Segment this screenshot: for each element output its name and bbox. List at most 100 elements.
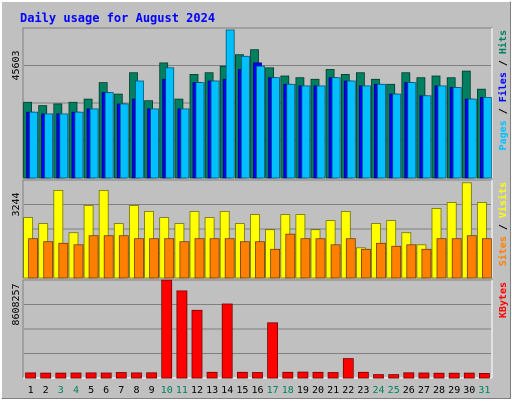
bar-sites-day-22 bbox=[345, 238, 356, 279]
bar-kbytes-day-16 bbox=[252, 372, 263, 379]
x-tick-label: 29 bbox=[448, 385, 460, 396]
bar-sites-day-12 bbox=[194, 238, 205, 279]
x-tick-label: 1 bbox=[28, 385, 34, 396]
bar-sites-day-15 bbox=[239, 241, 250, 279]
bar-sites-day-2 bbox=[43, 241, 54, 279]
bar-sites-day-26 bbox=[406, 244, 417, 279]
legend-visits-0: Sites bbox=[497, 236, 509, 266]
bar-kbytes-day-7 bbox=[115, 372, 127, 379]
bar-sites-day-11 bbox=[179, 241, 190, 279]
x-tick-label: 10 bbox=[161, 385, 173, 396]
bar-sites-day-18 bbox=[285, 233, 296, 279]
bar-kbytes-day-28 bbox=[433, 372, 445, 379]
panel-kbytes-legend: KBytes bbox=[498, 282, 509, 318]
legend-hits-3: / bbox=[498, 54, 509, 72]
bar-sites-day-7 bbox=[118, 235, 129, 279]
bar-pages-day-18 bbox=[286, 83, 296, 179]
chart-title: Daily usage for August 2024 bbox=[20, 11, 215, 25]
x-tick-label: 17 bbox=[267, 385, 279, 396]
x-tick-label: 4 bbox=[73, 385, 79, 396]
x-tick-label: 28 bbox=[433, 385, 445, 396]
legend-hits-1: / bbox=[498, 102, 509, 120]
bar-pages-day-31 bbox=[482, 97, 492, 179]
x-tick-label: 19 bbox=[297, 385, 309, 396]
bar-kbytes-day-13 bbox=[206, 371, 218, 379]
x-tick-label: 6 bbox=[103, 385, 109, 396]
bar-visits-day-3 bbox=[53, 189, 64, 279]
x-tick-label: 23 bbox=[357, 385, 369, 396]
bar-sites-day-1 bbox=[28, 238, 39, 279]
bar-sites-day-31 bbox=[481, 238, 492, 279]
bar-pages-day-4 bbox=[74, 111, 84, 179]
x-tick-label: 22 bbox=[342, 385, 354, 396]
bar-pages-day-19 bbox=[301, 85, 311, 179]
x-axis-labels: 1 2 3 4 5 6 7 8 9 10 11 12 13 14 15 16 17 18 19 20 21 22 23 24 2… bbox=[28, 385, 491, 396]
x-tick-label: 8 bbox=[133, 385, 139, 396]
bar-sites-day-24 bbox=[376, 242, 386, 279]
x-tick-label: 21 bbox=[327, 385, 339, 396]
legend-hits-4: Hits bbox=[497, 30, 509, 54]
x-tick-label: 27 bbox=[418, 385, 430, 396]
bar-pages-day-22 bbox=[346, 80, 356, 179]
bar-kbytes-day-18 bbox=[282, 371, 294, 379]
bar-pages-day-27 bbox=[422, 95, 432, 179]
bar-kbytes-day-23 bbox=[357, 371, 369, 379]
panel-kbytes: 8608257 KBytes bbox=[11, 279, 509, 379]
bar-pages-day-23 bbox=[361, 85, 371, 179]
bar-kbytes-day-31 bbox=[478, 372, 490, 379]
bar-pages-day-7 bbox=[119, 103, 129, 179]
bar-sites-day-25 bbox=[391, 245, 402, 279]
x-tick-label: 13 bbox=[206, 385, 218, 396]
bar-kbytes-day-27 bbox=[418, 372, 430, 379]
bar-kbytes-day-2 bbox=[40, 372, 52, 379]
usage-chart: Daily usage for August 2024 45603 Pages /… bbox=[11, 11, 509, 396]
bar-visits-day-30 bbox=[461, 182, 472, 279]
x-tick-label: 25 bbox=[388, 385, 400, 396]
bar-sites-day-21 bbox=[330, 244, 341, 279]
bar-kbytes-day-30 bbox=[463, 372, 475, 379]
bar-sites-day-6 bbox=[103, 235, 114, 279]
x-tick-label: 24 bbox=[372, 385, 384, 396]
bar-pages-day-16 bbox=[256, 65, 265, 179]
panel-visits: 3244 Sites / Visits bbox=[11, 179, 509, 279]
bar-pages-day-8 bbox=[135, 80, 144, 179]
bar-pages-day-10 bbox=[165, 67, 175, 179]
bar-kbytes-day-5 bbox=[85, 372, 97, 379]
bar-sites-day-4 bbox=[73, 244, 84, 279]
bar-sites-day-5 bbox=[88, 235, 99, 279]
bar-sites-day-14 bbox=[224, 238, 235, 279]
bar-sites-day-27 bbox=[421, 248, 432, 279]
legend-hits-2: Files bbox=[497, 72, 509, 102]
chart-panels: 45603 Pages / Files / Hits 3244 Sites / Vis… bbox=[11, 27, 509, 379]
bar-pages-day-28 bbox=[437, 85, 447, 179]
bar-kbytes-day-22 bbox=[342, 358, 354, 379]
bar-kbytes-day-19 bbox=[297, 371, 309, 379]
bar-kbytes-day-25 bbox=[388, 374, 400, 379]
legend-kbytes-0: KBytes bbox=[498, 282, 509, 318]
bar-sites-day-9 bbox=[149, 238, 160, 279]
bar-sites-day-19 bbox=[300, 238, 311, 279]
bar-pages-day-15 bbox=[240, 55, 250, 179]
bar-sites-day-13 bbox=[209, 238, 220, 279]
bar-pages-day-29 bbox=[452, 87, 462, 179]
bar-pages-day-2 bbox=[44, 113, 54, 179]
panel-hits-max-label: 45603 bbox=[11, 50, 22, 80]
bar-kbytes-day-8 bbox=[131, 372, 142, 379]
x-tick-label: 18 bbox=[282, 385, 294, 396]
bar-kbytes-day-17 bbox=[267, 322, 279, 379]
bar-pages-day-11 bbox=[180, 108, 190, 179]
bar-sites-day-17 bbox=[270, 248, 281, 279]
bar-kbytes-day-10 bbox=[161, 279, 173, 379]
bar-pages-day-9 bbox=[150, 108, 160, 179]
bar-kbytes-day-4 bbox=[70, 372, 82, 379]
bar-kbytes-day-20 bbox=[312, 371, 324, 379]
panel-hits-legend: Pages / Files / Hits bbox=[497, 30, 509, 150]
x-tick-label: 26 bbox=[403, 385, 415, 396]
bar-sites-day-3 bbox=[58, 242, 69, 279]
bar-visits-day-6 bbox=[98, 189, 109, 279]
bar-pages-day-13 bbox=[210, 80, 220, 179]
legend-hits-0: Pages bbox=[498, 120, 509, 150]
bar-pages-day-14 bbox=[225, 29, 235, 179]
bar-pages-day-6 bbox=[104, 92, 114, 179]
